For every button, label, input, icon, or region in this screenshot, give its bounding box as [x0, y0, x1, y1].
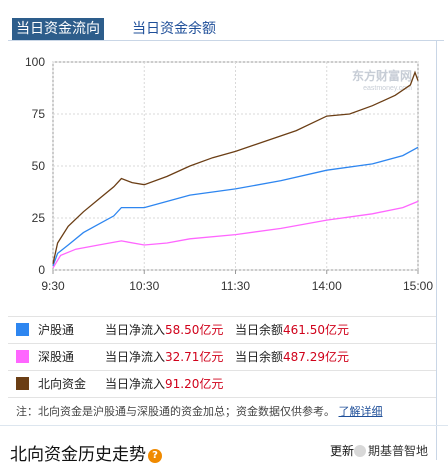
- balance-cell: 当日余额487.29亿元: [235, 350, 350, 364]
- watermark-domain: eastmoney.com: [363, 85, 412, 92]
- learn-more-link[interactable]: 了解详细: [338, 405, 383, 418]
- legend-name: 深股通: [38, 350, 75, 364]
- x-tick-label: 11:30: [221, 279, 250, 293]
- y-tick-label: 50: [32, 159, 46, 173]
- tab-daily-flow[interactable]: 当日资金流向: [12, 18, 104, 40]
- tab-daily-balance[interactable]: 当日资金余额: [132, 21, 216, 37]
- update-link[interactable]: 更新: [330, 444, 355, 458]
- swatch-sgt: [16, 350, 29, 363]
- x-tick-label: 10:30: [129, 279, 159, 293]
- tab-divider: [8, 40, 444, 41]
- inflow-cell: 当日净流入32.71亿元: [105, 350, 224, 364]
- watermark-logo: 东方财富网: [352, 68, 412, 83]
- series-line-沪股通: [52, 146, 419, 267]
- balance-cell: 当日余额461.50亿元: [235, 323, 350, 337]
- frame-border: [436, 40, 437, 460]
- y-tick-label: 0: [38, 263, 45, 277]
- swatch-hgt: [16, 323, 29, 336]
- data-note: 注：北向资金是沪股通与深股通的资金加总；资金数据仅供参考。 了解详细: [16, 405, 383, 418]
- flow-line-chart: 0 25 50 75 100 9:30 10:30 11:30 14:00 15:00 东方财富网 e…: [25, 55, 433, 293]
- wechat-icon: [354, 445, 366, 457]
- legend-name: 北向资金: [38, 377, 87, 391]
- watermark-text: 期基普智地: [368, 444, 429, 458]
- legend-name: 沪股通: [38, 323, 75, 337]
- x-tick-label: 9:30: [41, 279, 65, 293]
- x-tick-label: 15:00: [403, 279, 433, 293]
- section-title: 北向资金历史走势?: [10, 440, 162, 465]
- legend-row-hgt: 沪股通 当日净流入58.50亿元 当日余额461.50亿元: [8, 316, 436, 344]
- inflow-cell: 当日净流入91.20亿元: [105, 377, 224, 391]
- legend-table: 沪股通 当日净流入58.50亿元 当日余额461.50亿元 深股通 当日净流入3…: [8, 316, 436, 398]
- legend-row-sgt: 深股通 当日净流入32.71亿元 当日余额487.29亿元: [8, 344, 436, 371]
- series-line-北向资金: [52, 70, 419, 264]
- series-line-深股通: [52, 200, 419, 269]
- y-tick-label: 75: [32, 107, 46, 121]
- legend-row-north: 北向资金 当日净流入91.20亿元: [8, 371, 436, 398]
- y-tick-label: 100: [25, 55, 45, 69]
- x-tick-label: 14:00: [312, 279, 342, 293]
- inflow-cell: 当日净流入58.50亿元: [105, 323, 224, 337]
- tab-bar: 当日资金流向 当日资金余额: [8, 14, 444, 40]
- swatch-north: [16, 377, 29, 390]
- y-tick-label: 25: [32, 211, 46, 225]
- help-icon[interactable]: ?: [148, 449, 162, 463]
- section-divider: [0, 425, 448, 426]
